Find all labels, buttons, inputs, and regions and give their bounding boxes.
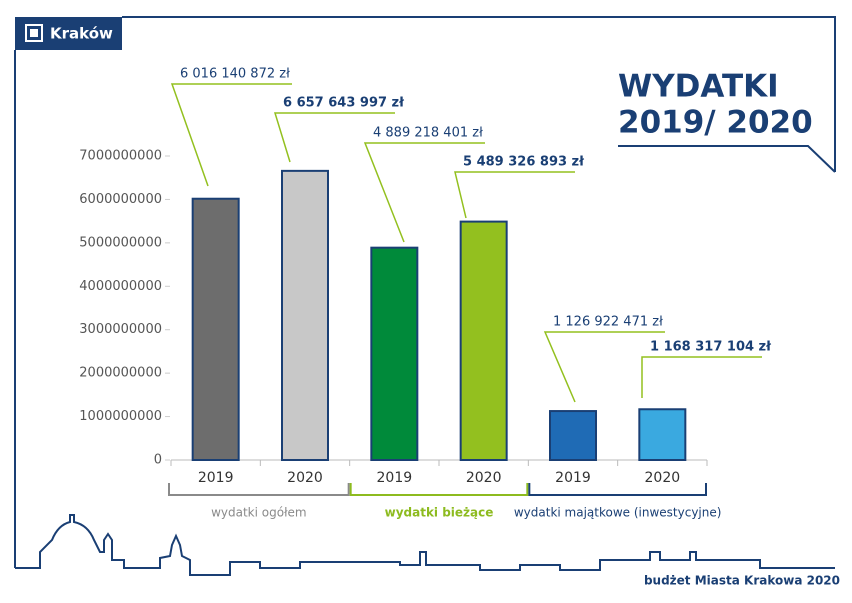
y-tick-label: 0	[154, 453, 162, 468]
y-tick-label: 3000000000	[79, 322, 162, 337]
y-tick-label: 7000000000	[79, 149, 162, 164]
footer: budżet Miasta Krakowa 2020	[644, 574, 840, 588]
value-label: 6 657 643 997 zł	[283, 96, 405, 111]
title-underline	[618, 145, 836, 173]
value-label: 1 168 317 104 zł	[650, 340, 772, 355]
bar	[549, 410, 597, 461]
leader-line	[273, 112, 395, 163]
x-tick-label: 2020	[645, 470, 681, 486]
bar	[459, 220, 508, 461]
x-tick-label: 2019	[198, 470, 234, 486]
group-label: wydatki majątkowe (inwestycyjne)	[514, 506, 722, 520]
bar	[281, 169, 329, 461]
y-tick-label: 5000000000	[79, 235, 162, 250]
frame-line	[122, 16, 836, 172]
leader-line	[641, 356, 762, 398]
value-label: 6 016 140 872 zł	[180, 67, 290, 82]
x-tick-label: 2019	[377, 470, 413, 486]
skyline	[15, 514, 835, 576]
value-label: 5 489 326 893 zł	[463, 155, 585, 170]
logo-icon	[25, 24, 43, 42]
leader-line	[454, 171, 575, 219]
y-tick-label: 6000000000	[79, 192, 162, 207]
chart-title: 2019/ 2020	[618, 105, 813, 141]
group-bracket	[168, 483, 350, 496]
frame	[14, 16, 836, 568]
logo-text: Kraków	[50, 25, 113, 43]
leader-line	[543, 331, 665, 403]
x-tick-label: 2020	[287, 470, 323, 486]
group-bracket	[349, 483, 529, 496]
bar	[638, 408, 687, 461]
value-label: 1 126 922 471 zł	[553, 315, 663, 330]
bar	[370, 246, 419, 461]
group-bracket	[528, 483, 707, 496]
bar	[191, 197, 240, 461]
y-tick-label: 2000000000	[79, 366, 162, 381]
value-label: 4 889 218 401 zł	[373, 126, 483, 141]
chart-title: WYDATKI	[618, 69, 779, 105]
leader-line	[363, 142, 485, 243]
x-tick-label: 2019	[555, 470, 591, 486]
y-tick-label: 1000000000	[79, 409, 162, 424]
group-label: wydatki ogółem	[211, 506, 306, 520]
leader-line	[170, 83, 292, 187]
group-label: wydatki bieżące	[385, 506, 494, 520]
x-tick-label: 2020	[466, 470, 502, 486]
y-tick-label: 4000000000	[79, 279, 162, 294]
